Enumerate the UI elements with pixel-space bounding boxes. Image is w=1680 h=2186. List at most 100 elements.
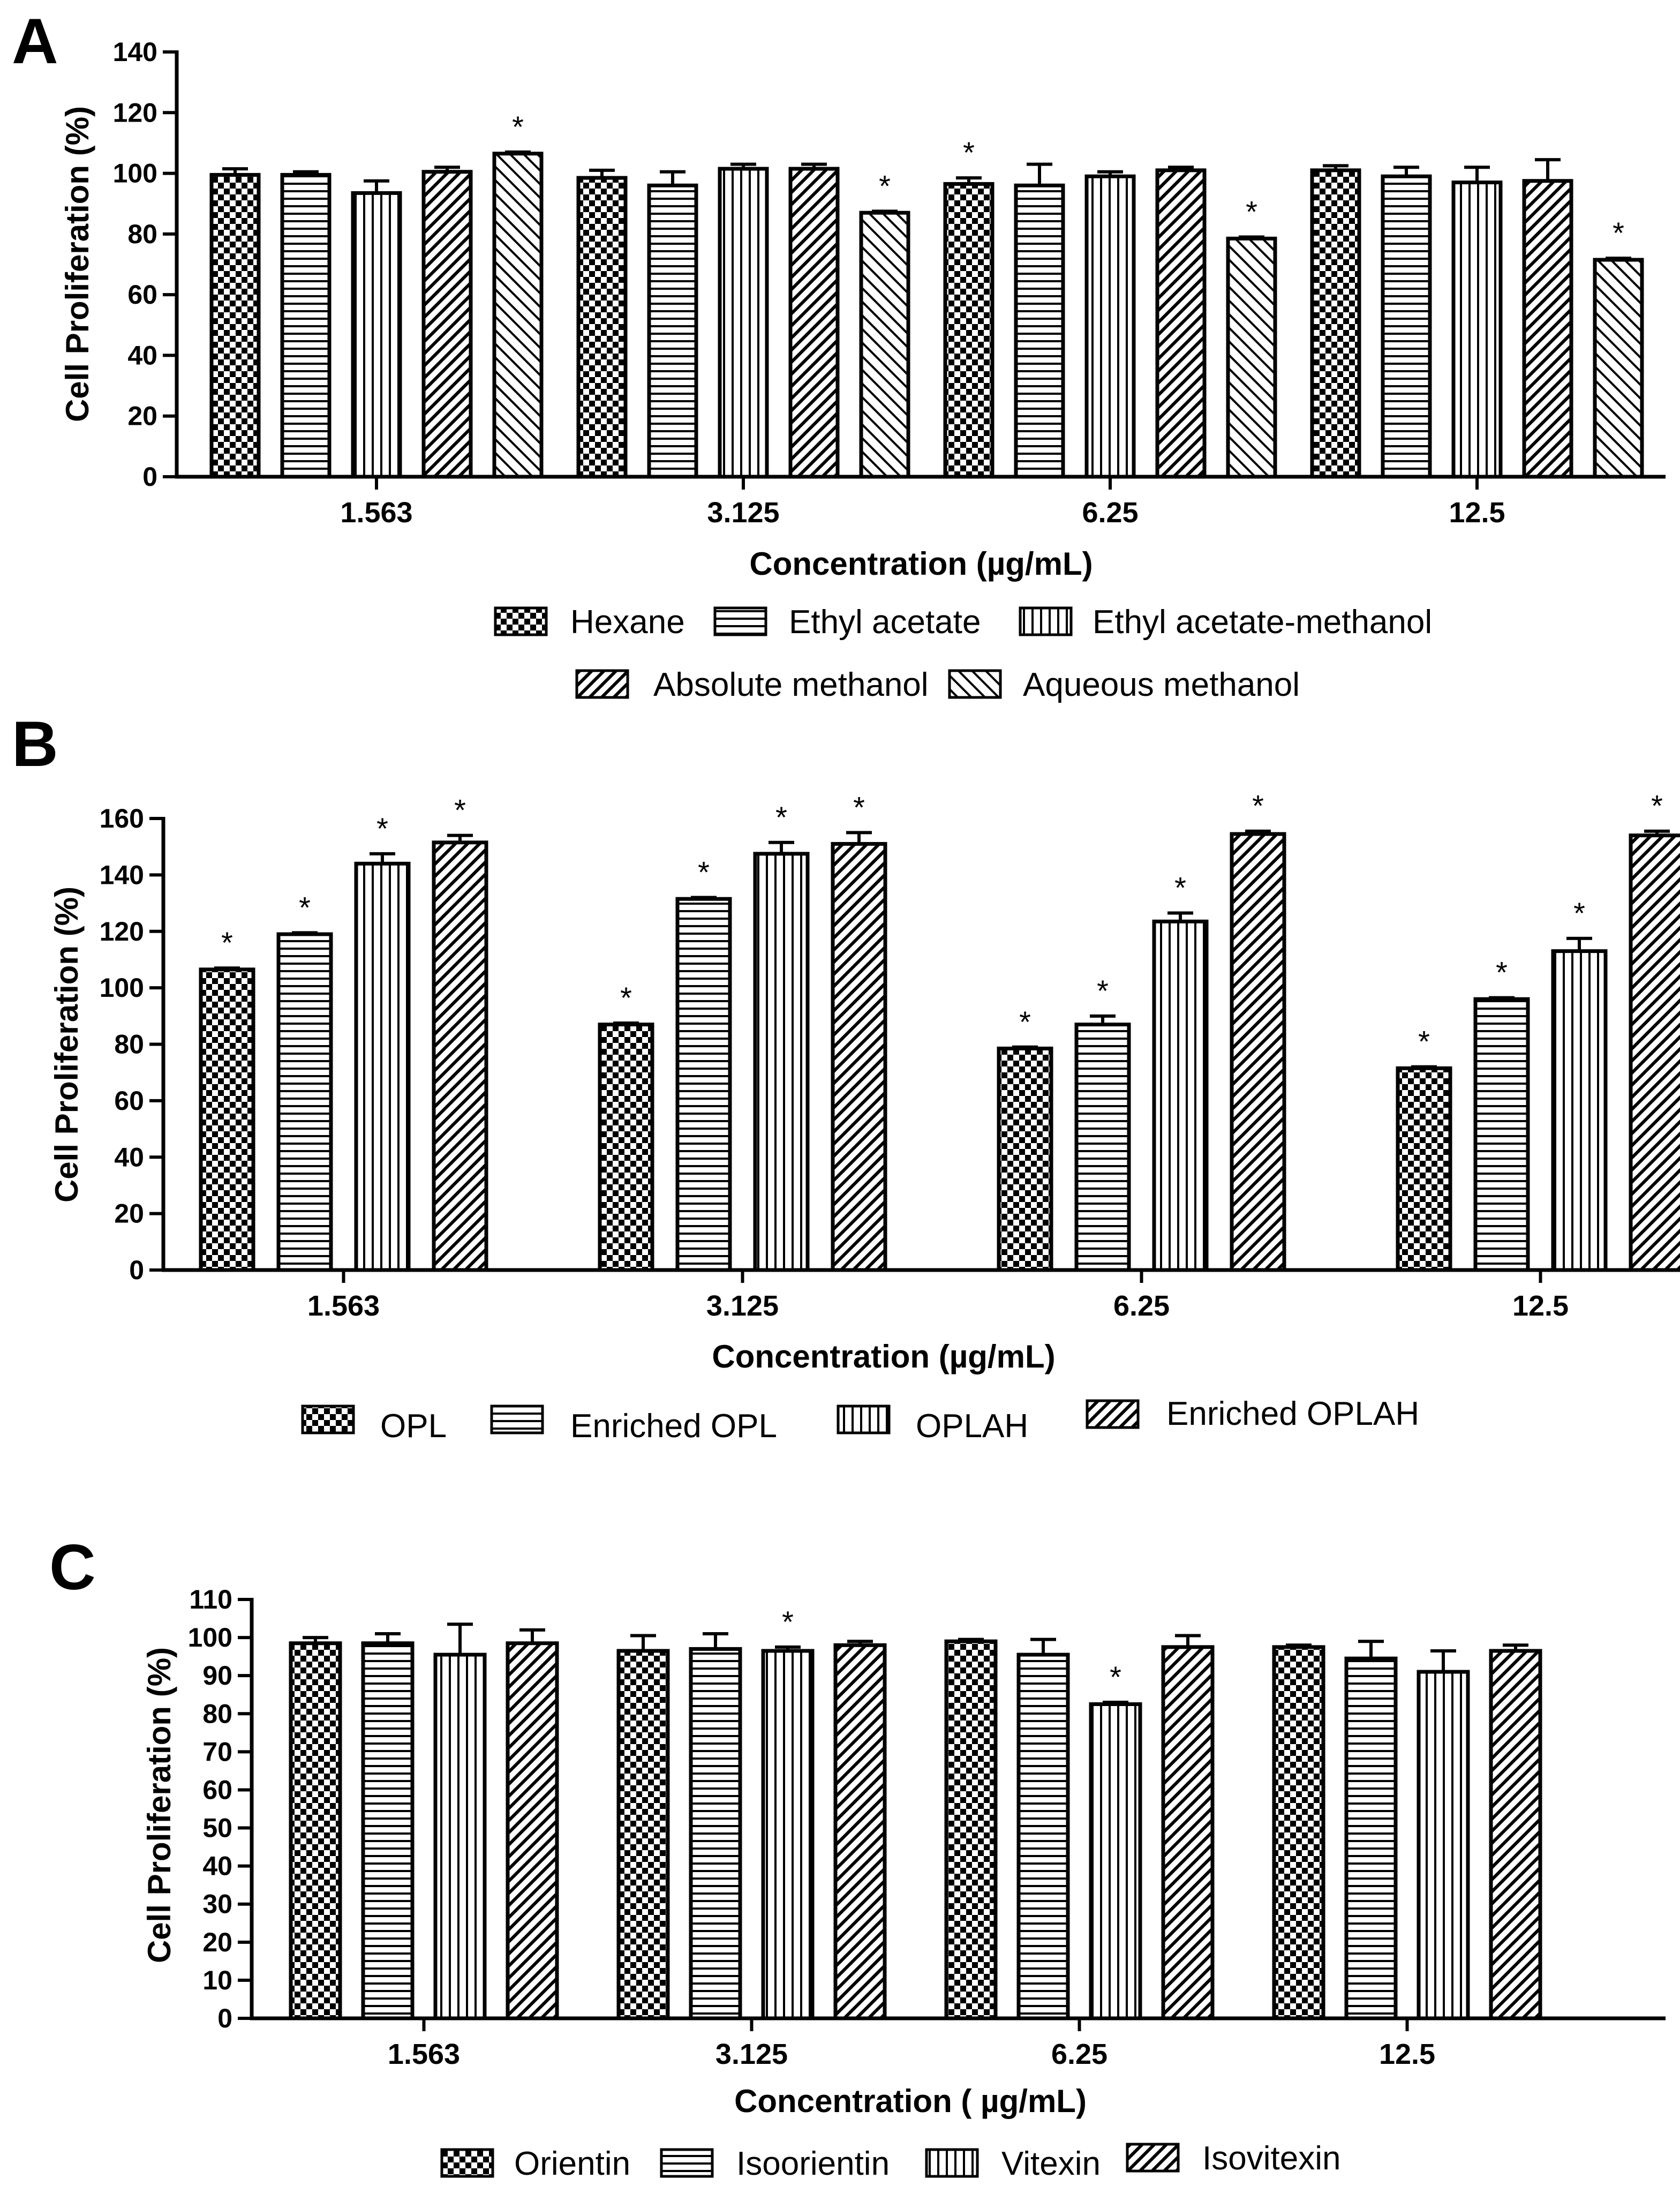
error-bar-b-4-1 — [447, 833, 473, 843]
y-tick-label: 20 — [202, 1927, 232, 1957]
bar-c-3-4 — [1417, 1670, 1470, 2020]
bar-c-4-2 — [833, 1643, 887, 2020]
y-tick-label: 100 — [188, 1622, 232, 1652]
legend-label-ethyl-acetate-methanol: Ethyl acetate-methanol — [1093, 604, 1432, 641]
legend-label-orientin: Orientin — [514, 2145, 630, 2182]
bar-c-1-2 — [616, 1649, 670, 2020]
error-bar-b-1-1 — [214, 966, 240, 970]
legend-label-ethyl-acetate: Ethyl acetate — [789, 604, 981, 641]
error-bar-b-4-3 — [1245, 829, 1271, 834]
error-bar-a-4-4 — [1535, 158, 1561, 181]
error-bar-b-3-3 — [1167, 911, 1193, 922]
error-bar-a-1-1 — [222, 167, 248, 175]
error-bar-b-1-2 — [613, 1021, 639, 1025]
bar-b-4-4 — [1629, 833, 1680, 1272]
error-bar-b-2-2 — [691, 896, 717, 899]
panel-b-plot: * * * * * * * * * * * * * * * * 0 20 40 60 80 100 120 140 160 1.5… — [100, 789, 1680, 1322]
error-bar-c-1-2 — [630, 1634, 656, 1651]
legend-label-oplah: OPLAH — [916, 1408, 1028, 1445]
bar-a-1-3 — [943, 182, 995, 479]
legend-item-ethyl-acetate: Ethyl acetate — [713, 604, 981, 641]
x-tick-label: 12.5 — [1449, 497, 1505, 529]
y-tick-label: 60 — [127, 280, 157, 310]
panel-a-y-axis-title: Cell Proliferation (%) — [59, 106, 95, 422]
error-bar-c-3-1 — [447, 1622, 473, 1655]
legend-item-opl: OPL — [301, 1404, 447, 1445]
bar-a-3-4 — [1451, 181, 1503, 479]
bar-a-4-4 — [1522, 179, 1573, 479]
error-bar-c-3-4 — [1430, 1649, 1456, 1672]
bar-c-3-2 — [761, 1649, 815, 2020]
error-bar-c-1-4 — [1286, 1643, 1312, 1647]
y-tick-label: 160 — [100, 803, 144, 833]
y-tick-label: 90 — [202, 1661, 232, 1691]
significance-star: * — [1651, 789, 1663, 823]
significance-star: * — [963, 136, 975, 169]
bar-b-4-1 — [432, 840, 488, 1272]
error-bar-a-5-1 — [505, 150, 531, 154]
panel-a: A * * * * * 0 20 40 60 80 100 120 140 1.563 3.125 6.25 1… — [12, 5, 1666, 703]
bar-b-2-3 — [1074, 1023, 1131, 1272]
y-tick-label: 60 — [114, 1086, 144, 1116]
bar-b-4-2 — [831, 842, 887, 1272]
bar-a-2-1 — [280, 172, 332, 479]
y-tick-label: 140 — [113, 37, 157, 67]
significance-star: * — [376, 812, 388, 845]
error-bar-b-1-4 — [1411, 1065, 1437, 1069]
bar-c-2-1 — [361, 1641, 415, 2020]
y-tick-label: 110 — [189, 1584, 232, 1614]
panel-b-x-axis-title: Concentration (µg/mL) — [712, 1339, 1055, 1374]
y-tick-label: 100 — [100, 973, 144, 1003]
significance-star: * — [879, 169, 891, 202]
error-bar-c-2-1 — [375, 1632, 401, 1643]
bar-a-2-4 — [1381, 174, 1432, 479]
bar-b-2-2 — [675, 897, 732, 1272]
y-tick-label: 80 — [202, 1699, 232, 1729]
bar-c-4-3 — [1161, 1645, 1215, 2020]
significance-star: * — [775, 800, 787, 834]
x-tick-label: 1.563 — [388, 2038, 460, 2070]
significance-star: * — [620, 981, 632, 1015]
bar-a-3-2 — [718, 167, 769, 479]
legend-item-aqueous-methanol: Aqueous methanol — [948, 666, 1300, 703]
panel-c-letter: C — [49, 1531, 96, 1603]
panel-a-plot: * * * * * 0 20 40 60 80 100 120 140 1.563 3.125 6.25 12.… — [113, 37, 1666, 529]
error-bar-a-2-2 — [660, 170, 685, 186]
bar-b-2-4 — [1473, 997, 1530, 1272]
bar-a-1-1 — [209, 172, 261, 479]
x-tick-label: 1.563 — [340, 497, 412, 529]
legend-label-isoorientin: Isoorientin — [736, 2145, 890, 2182]
y-tick-label: 40 — [127, 340, 157, 370]
significance-star: * — [1246, 195, 1257, 229]
significance-star: * — [1418, 1025, 1430, 1058]
error-bar-b-4-2 — [846, 831, 872, 844]
y-tick-label: 30 — [202, 1889, 232, 1919]
significance-star: * — [221, 926, 233, 959]
bar-b-4-3 — [1230, 832, 1286, 1272]
error-bar-b-1-3 — [1012, 1045, 1038, 1049]
x-tick-label: 6.25 — [1082, 497, 1138, 529]
error-bar-b-3-4 — [1566, 936, 1592, 951]
significance-star: * — [1110, 1660, 1121, 1694]
y-tick-label: 10 — [202, 1965, 232, 1995]
bar-a-3-1 — [351, 191, 402, 479]
bar-c-1-4 — [1272, 1645, 1325, 2020]
error-bar-a-5-2 — [872, 209, 898, 213]
legend-item-enriched-opl: Enriched OPL — [490, 1404, 777, 1445]
bar-a-5-3 — [1226, 236, 1277, 479]
error-bar-a-1-3 — [956, 176, 982, 184]
legend-item-orientin: Orientin — [440, 2145, 630, 2182]
panel-c-legend: Orientin Isoorientin Vitexin Isovitexin — [440, 2140, 1340, 2182]
error-bar-a-3-2 — [730, 162, 756, 169]
error-bar-a-2-4 — [1393, 166, 1419, 177]
bar-a-5-4 — [1593, 258, 1644, 479]
bar-c-1-3 — [944, 1639, 998, 2020]
bar-c-2-2 — [689, 1647, 742, 2020]
y-tick-label: 0 — [217, 2003, 232, 2033]
legend-label-absolute-methanol: Absolute methanol — [653, 666, 929, 703]
error-bar-a-2-3 — [1027, 162, 1052, 186]
bar-c-3-1 — [433, 1652, 487, 2020]
legend-item-absolute-methanol: Absolute methanol — [575, 666, 929, 703]
error-bar-a-1-2 — [589, 168, 615, 178]
error-bar-c-3-3 — [1103, 1700, 1128, 1704]
